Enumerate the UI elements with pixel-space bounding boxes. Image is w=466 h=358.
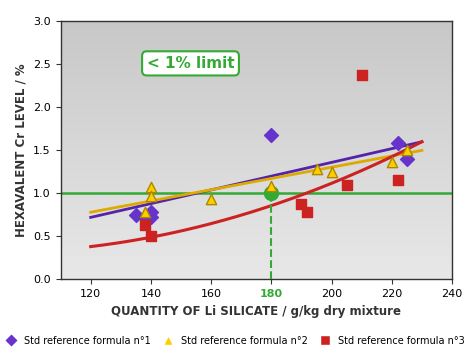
Point (394, 178, 402, 183)
Point (207, 197, 215, 202)
X-axis label: QUANTITY OF Li SILICATE / g/kg dry mixture: QUANTITY OF Li SILICATE / g/kg dry mixtu… (111, 305, 401, 318)
Point (328, 169, 336, 175)
Point (313, 166, 320, 172)
Point (141, 222, 149, 228)
Point (132, 212, 140, 218)
Point (388, 159, 396, 164)
Point (147, 193, 155, 199)
Point (141, 209, 149, 215)
Point (147, 184, 155, 190)
Point (147, 214, 155, 220)
Legend: Std reference formula n°1, Std reference formula n°2, Std reference formula n°3: Std reference formula n°1, Std reference… (0, 332, 466, 349)
Point (394, 141, 402, 146)
Point (147, 209, 155, 215)
Point (267, 184, 275, 189)
Point (358, 72, 365, 78)
Point (298, 201, 305, 207)
Point (304, 209, 311, 215)
Point (403, 156, 411, 162)
Point (267, 132, 275, 138)
Text: < 1% limit: < 1% limit (147, 56, 234, 71)
Point (343, 182, 350, 188)
Point (147, 233, 155, 239)
Point (403, 147, 411, 153)
Y-axis label: HEXAVALENT Cr LEVEL / %: HEXAVALENT Cr LEVEL / % (14, 64, 27, 237)
Point (141, 214, 149, 220)
